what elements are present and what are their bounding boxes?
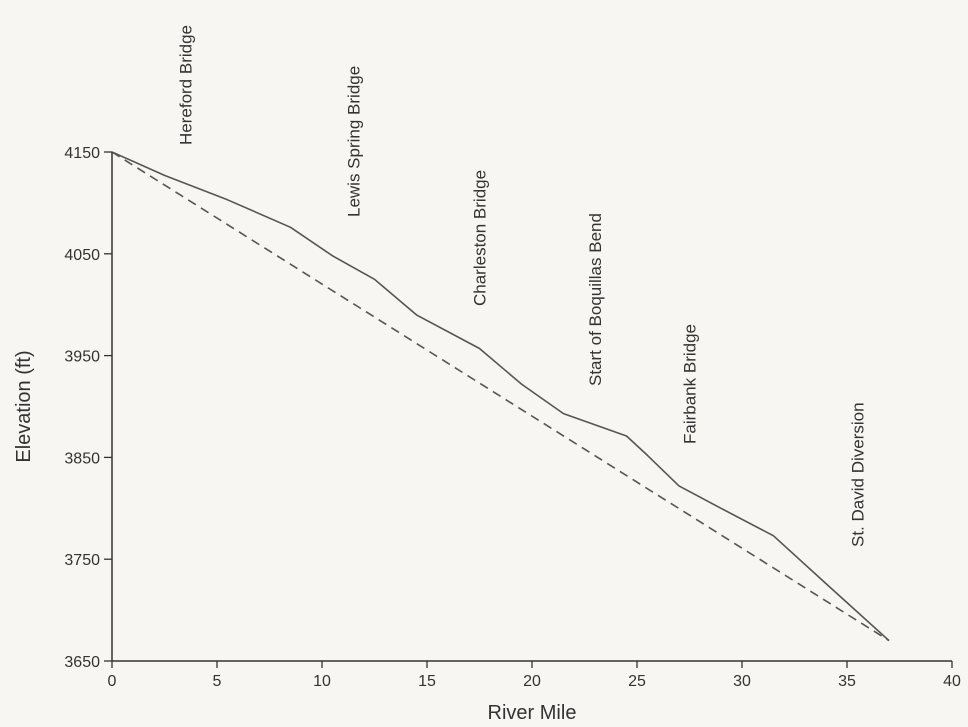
- y-tick-label: 3650: [64, 654, 100, 671]
- x-tick-label: 40: [943, 673, 961, 690]
- elevation-profile-line: [111, 151, 890, 642]
- series-group: [111, 151, 890, 642]
- annotation-label: St. David Diversion: [849, 402, 868, 547]
- x-tick-label: 0: [108, 673, 117, 690]
- dashed-reference-line: [111, 151, 890, 642]
- y-tick-label: 3850: [64, 450, 100, 467]
- x-tick-label: 10: [313, 673, 331, 690]
- x-axis-title: River Mile: [488, 702, 577, 724]
- y-tick-label: 3950: [64, 349, 100, 366]
- x-tick-label: 15: [418, 673, 436, 690]
- y-ticks: 3650 3750 3850 3950 4050 4150: [64, 145, 112, 671]
- y-tick-label: 4050: [64, 247, 100, 264]
- x-tick-label: 25: [628, 673, 646, 690]
- x-tick-label: 5: [213, 673, 222, 690]
- annotations: Hereford Bridge Lewis Spring Bridge Charle…: [177, 25, 868, 547]
- annotation-label: Start of Boquillas Bend: [586, 213, 605, 386]
- x-ticks: 0 5 10 15 20 25 30 35 40: [108, 661, 961, 690]
- y-axis-title: Elevation (ft): [13, 350, 35, 462]
- annotation-label: Fairbank Bridge: [681, 324, 700, 444]
- x-tick-label: 35: [838, 673, 856, 690]
- annotation-label: Charleston Bridge: [471, 170, 490, 306]
- x-tick-label: 20: [523, 673, 541, 690]
- y-tick-label: 4150: [64, 145, 100, 162]
- y-tick-label: 3750: [64, 552, 100, 569]
- x-tick-label: 30: [733, 673, 751, 690]
- annotation-label: Lewis Spring Bridge: [345, 66, 364, 217]
- annotation-label: Hereford Bridge: [177, 25, 196, 145]
